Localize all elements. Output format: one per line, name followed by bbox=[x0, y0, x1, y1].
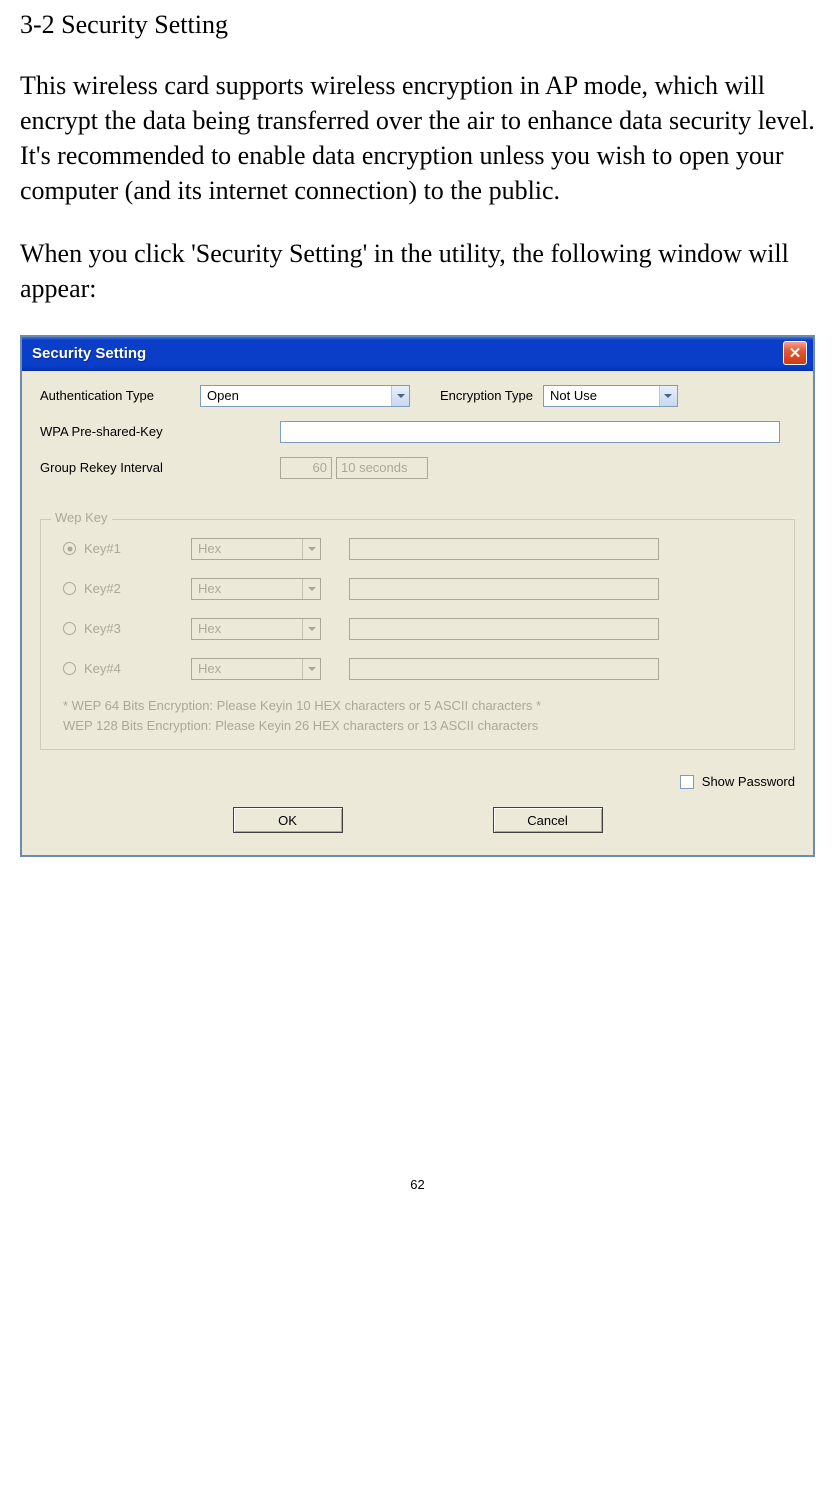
chevron-down-icon bbox=[308, 547, 316, 551]
radio-icon bbox=[63, 582, 76, 595]
wep-key4-chevron bbox=[302, 659, 320, 679]
wep-key2-radio: Key#2 bbox=[63, 581, 163, 596]
wep-key2-format-select: Hex bbox=[191, 578, 321, 600]
wep-note-2: WEP 128 Bits Encryption: Please Keyin 26… bbox=[63, 718, 772, 735]
wep-key3-format-value: Hex bbox=[192, 619, 302, 639]
doc-heading: 3-2 Security Setting bbox=[20, 10, 815, 40]
encryption-type-chevron[interactable] bbox=[659, 386, 677, 406]
chevron-down-icon bbox=[397, 394, 405, 398]
encryption-type-select[interactable]: Not Use bbox=[543, 385, 678, 407]
wep-key4-label: Key#4 bbox=[84, 661, 121, 676]
wep-key4-input bbox=[349, 658, 659, 680]
group-rekey-unit-input bbox=[336, 457, 428, 479]
wep-key3-input bbox=[349, 618, 659, 640]
wep-key3-label: Key#3 bbox=[84, 621, 121, 636]
wep-key-row-1: Key#1 Hex bbox=[63, 538, 772, 560]
wep-key-groupbox: Wep Key Key#1 Hex Key#2 Hex bbox=[40, 519, 795, 751]
authentication-type-label: Authentication Type bbox=[40, 388, 190, 403]
wep-note-1: * WEP 64 Bits Encryption: Please Keyin 1… bbox=[63, 698, 772, 715]
wpa-preshared-key-input[interactable] bbox=[280, 421, 780, 443]
security-setting-dialog: Security Setting ✕ Authentication Type O… bbox=[20, 335, 815, 858]
wep-key-groupbox-title: Wep Key bbox=[51, 510, 112, 525]
ok-button[interactable]: OK bbox=[233, 807, 343, 833]
radio-icon bbox=[63, 662, 76, 675]
wep-key4-radio: Key#4 bbox=[63, 661, 163, 676]
encryption-type-label: Encryption Type bbox=[440, 388, 533, 403]
wep-key4-format-select: Hex bbox=[191, 658, 321, 680]
auth-enc-row: Authentication Type Open Encryption Type… bbox=[40, 385, 795, 407]
wep-key2-chevron bbox=[302, 579, 320, 599]
wpa-preshared-key-label: WPA Pre-shared-Key bbox=[40, 424, 280, 439]
wep-key-row-4: Key#4 Hex bbox=[63, 658, 772, 680]
group-rekey-interval-label: Group Rekey Interval bbox=[40, 460, 280, 475]
wep-key1-label: Key#1 bbox=[84, 541, 121, 556]
chevron-down-icon bbox=[308, 587, 316, 591]
titlebar-text: Security Setting bbox=[32, 345, 146, 362]
doc-paragraph-1: This wireless card supports wireless enc… bbox=[20, 68, 815, 208]
wep-key1-input bbox=[349, 538, 659, 560]
radio-icon bbox=[63, 542, 76, 555]
cancel-button[interactable]: Cancel bbox=[493, 807, 603, 833]
rekey-row: Group Rekey Interval bbox=[40, 457, 795, 479]
wep-key3-radio: Key#3 bbox=[63, 621, 163, 636]
doc-paragraph-2: When you click 'Security Setting' in the… bbox=[20, 236, 815, 306]
chevron-down-icon bbox=[664, 394, 672, 398]
wep-key-row-2: Key#2 Hex bbox=[63, 578, 772, 600]
wep-key-row-3: Key#3 Hex bbox=[63, 618, 772, 640]
show-password-checkbox[interactable] bbox=[680, 775, 694, 789]
chevron-down-icon bbox=[308, 627, 316, 631]
wep-key1-chevron bbox=[302, 539, 320, 559]
show-password-label: Show Password bbox=[702, 774, 795, 789]
show-password-row: Show Password bbox=[40, 774, 795, 789]
dialog-button-row: OK Cancel bbox=[40, 807, 795, 833]
authentication-type-select[interactable]: Open bbox=[200, 385, 410, 407]
page-number: 62 bbox=[20, 1177, 815, 1192]
wep-key3-format-select: Hex bbox=[191, 618, 321, 640]
close-icon: ✕ bbox=[789, 344, 802, 362]
wep-key1-format-value: Hex bbox=[192, 539, 302, 559]
encryption-type-value: Not Use bbox=[544, 386, 659, 406]
wpa-row: WPA Pre-shared-Key bbox=[40, 421, 795, 443]
radio-icon bbox=[63, 622, 76, 635]
close-button[interactable]: ✕ bbox=[783, 341, 807, 365]
group-rekey-number-input bbox=[280, 457, 332, 479]
wep-key4-format-value: Hex bbox=[192, 659, 302, 679]
wep-key1-radio: Key#1 bbox=[63, 541, 163, 556]
wep-key1-format-select: Hex bbox=[191, 538, 321, 560]
authentication-type-chevron[interactable] bbox=[391, 386, 409, 406]
dialog-body: Authentication Type Open Encryption Type… bbox=[22, 371, 813, 856]
wep-key2-input bbox=[349, 578, 659, 600]
wep-key2-label: Key#2 bbox=[84, 581, 121, 596]
titlebar: Security Setting ✕ bbox=[22, 337, 813, 371]
chevron-down-icon bbox=[308, 667, 316, 671]
wep-key3-chevron bbox=[302, 619, 320, 639]
wep-key2-format-value: Hex bbox=[192, 579, 302, 599]
authentication-type-value: Open bbox=[201, 386, 391, 406]
